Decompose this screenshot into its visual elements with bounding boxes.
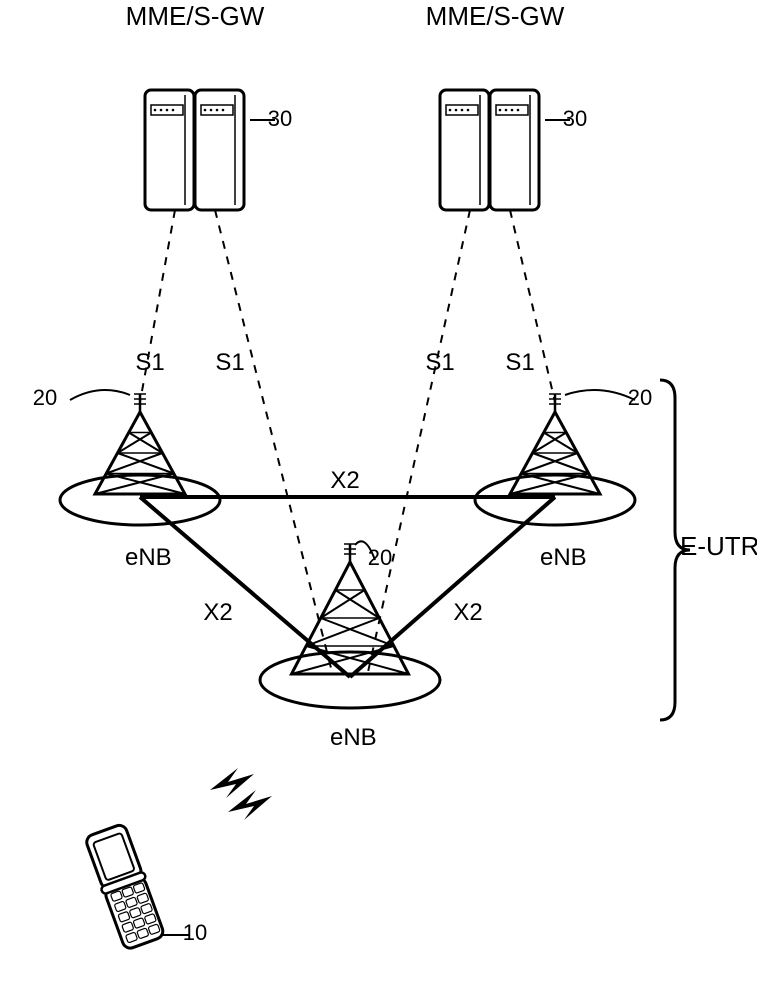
svg-text:MME/S-GW: MME/S-GW [126,1,265,31]
svg-text:MME/S-GW: MME/S-GW [426,1,565,31]
network-diagram: S1 S1 S1 S1 X2 X2 X2 MME/S-GW 30 MME/S-GW 30 eNB 20 e… [0,0,757,1000]
leader-line [70,390,130,400]
svg-text:X2: X2 [330,467,359,494]
svg-text:X2: X2 [203,599,232,626]
svg-text:20: 20 [368,545,392,570]
svg-text:eNB: eNB [125,544,172,571]
svg-text:X2: X2 [453,599,482,626]
svg-text:eNB: eNB [540,544,587,571]
server-left [145,90,244,210]
svg-text:S1: S1 [425,349,454,376]
svg-text:S1: S1 [505,349,534,376]
enb-right [475,394,635,525]
svg-text:20: 20 [33,385,57,410]
svg-text:eNB: eNB [330,724,377,751]
svg-text:10: 10 [183,920,207,945]
ue-phone [83,823,167,951]
leader-line [565,390,635,400]
enb-bottom [260,544,440,708]
svg-text:S1: S1 [135,349,164,376]
server-right [440,90,539,210]
svg-text:S1: S1 [215,349,244,376]
svg-text:30: 30 [563,106,587,131]
svg-text:30: 30 [268,106,292,131]
svg-text:E-UTRAN: E-UTRAN [680,531,757,561]
enb-left [60,394,220,525]
radio-link-icon [210,768,272,820]
